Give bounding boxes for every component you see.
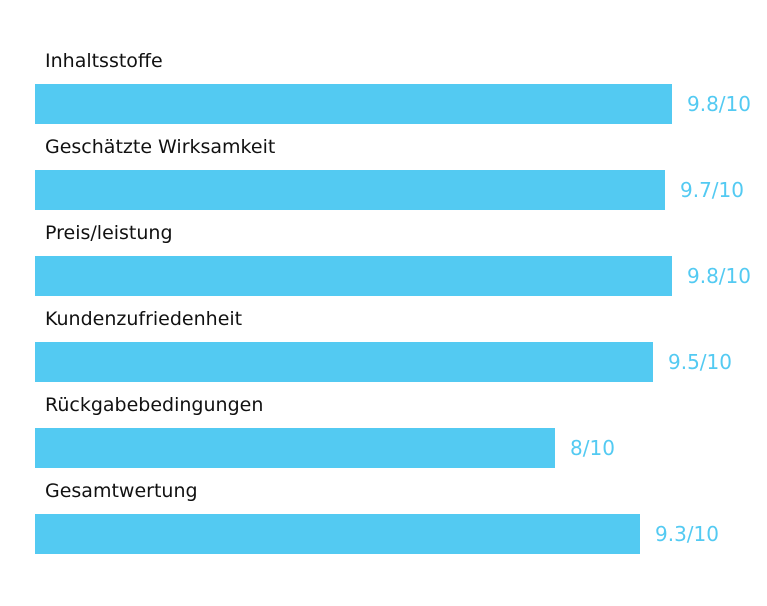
category-label: Kundenzufriedenheit [45, 308, 243, 330]
category-label: Gesamtwertung [45, 480, 198, 502]
rating-bar [35, 514, 640, 554]
rating-bar [35, 84, 672, 124]
bar-row: Inhaltsstoffe 9.8/10 [0, 50, 767, 130]
value-label: 9.7/10 [680, 178, 744, 202]
value-label: 9.8/10 [687, 92, 751, 116]
bar-row: Gesamtwertung 9.3/10 [0, 480, 767, 560]
value-label: 9.3/10 [655, 522, 719, 546]
value-label: 8/10 [570, 436, 615, 460]
rating-bar [35, 256, 672, 296]
rating-bar [35, 342, 653, 382]
bar-row: Rückgabebedingungen 8/10 [0, 394, 767, 474]
category-label: Geschätzte Wirksamkeit [45, 136, 276, 158]
category-label: Inhaltsstoffe [45, 50, 163, 72]
category-label: Preis/leistung [45, 222, 173, 244]
rating-bar [35, 170, 665, 210]
category-label: Rückgabebedingungen [45, 394, 264, 416]
bar-row: Geschätzte Wirksamkeit 9.7/10 [0, 136, 767, 216]
rating-bar [35, 428, 555, 468]
bar-row: Kundenzufriedenheit 9.5/10 [0, 308, 767, 388]
value-label: 9.5/10 [668, 350, 732, 374]
value-label: 9.8/10 [687, 264, 751, 288]
bar-row: Preis/leistung 9.8/10 [0, 222, 767, 302]
